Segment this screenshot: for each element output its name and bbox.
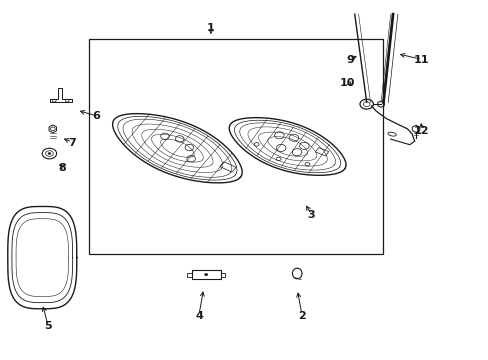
Bar: [186, 273, 191, 277]
Text: 8: 8: [59, 163, 66, 173]
Text: 9: 9: [346, 55, 353, 65]
Text: 10: 10: [339, 78, 354, 88]
Circle shape: [204, 273, 208, 276]
Circle shape: [48, 153, 51, 154]
Bar: [89, 39, 383, 254]
Text: 7: 7: [68, 138, 76, 148]
Text: 3: 3: [307, 210, 315, 220]
Text: 2: 2: [298, 311, 305, 321]
Text: 6: 6: [92, 112, 100, 121]
Text: 1: 1: [206, 23, 214, 33]
Text: 11: 11: [413, 55, 428, 65]
Text: 5: 5: [44, 321, 52, 332]
Bar: [315, 148, 328, 156]
Text: 12: 12: [413, 126, 428, 136]
Text: 4: 4: [195, 311, 203, 321]
Bar: [191, 270, 220, 279]
Bar: [220, 162, 236, 172]
Bar: [220, 273, 225, 277]
